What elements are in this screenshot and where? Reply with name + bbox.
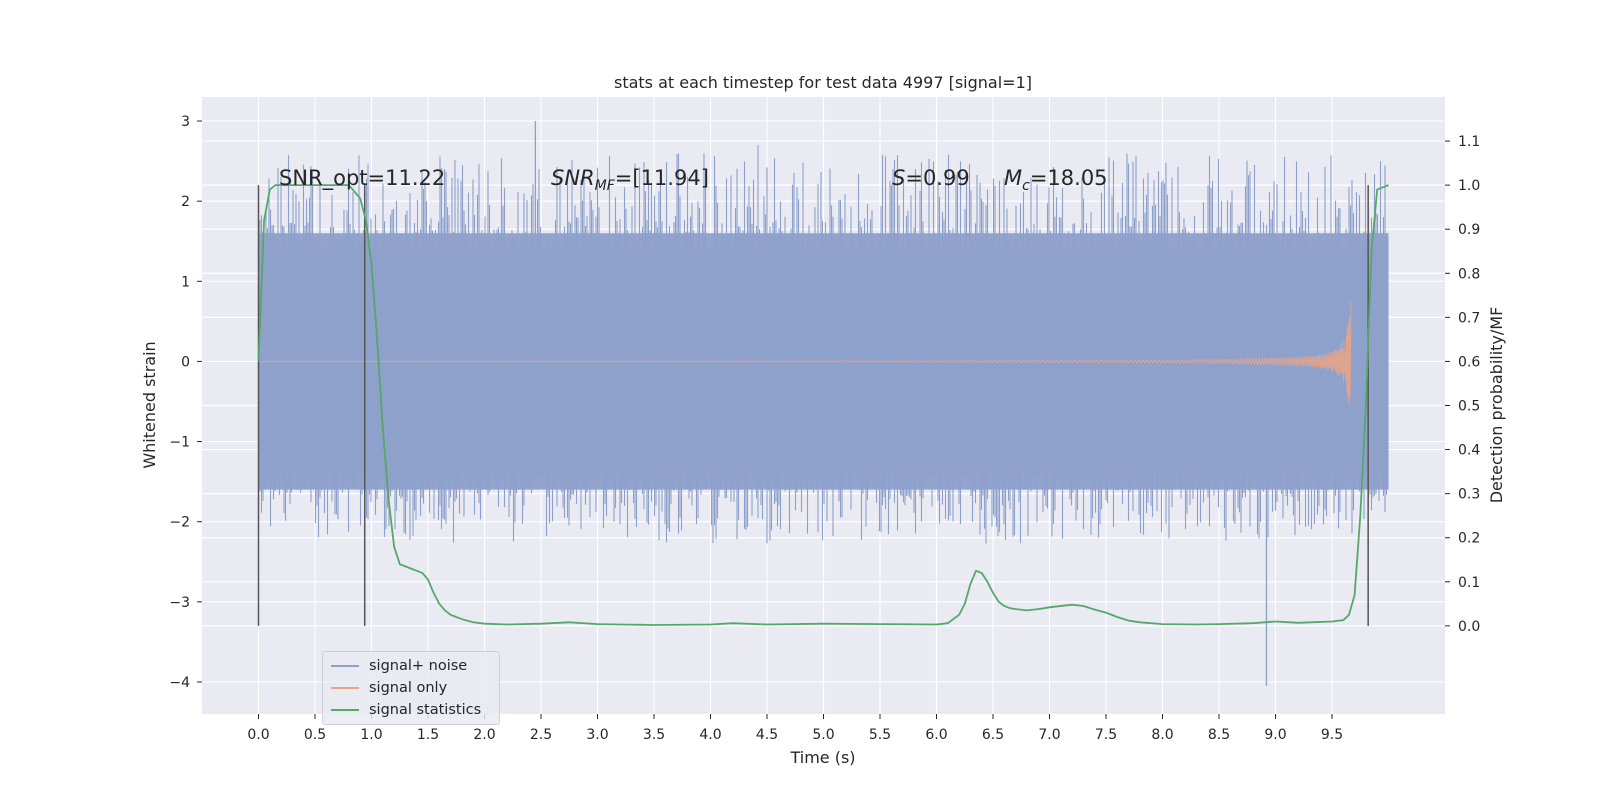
x-tick-label: 9.0 bbox=[1264, 727, 1286, 743]
x-tick-label: 3.5 bbox=[643, 727, 665, 743]
y-left-tick-label: −1 bbox=[169, 435, 190, 451]
legend-label-signal-statistics: signal statistics bbox=[369, 702, 482, 718]
legend-label-signal-noise: signal+ noise bbox=[369, 658, 468, 674]
x-tick-label: 2.0 bbox=[473, 727, 495, 743]
annotation-snr-mf: SNRMF=[11.94] bbox=[551, 166, 709, 194]
y-left-tick-label: 3 bbox=[181, 114, 190, 130]
y-right-tick-label: 0.1 bbox=[1458, 575, 1480, 591]
x-tick-label: 7.0 bbox=[1038, 727, 1060, 743]
mc-rest: =18.05 bbox=[1030, 166, 1108, 190]
legend-item-signal-noise: signal+ noise bbox=[331, 656, 467, 676]
y-right-axis-label: Detection probability/MF bbox=[1487, 307, 1506, 504]
x-tick-label: 4.5 bbox=[756, 727, 778, 743]
snr-mf-sub: MF bbox=[595, 178, 616, 194]
x-tick-label: 2.5 bbox=[530, 727, 552, 743]
x-tick-label: 7.5 bbox=[1095, 727, 1117, 743]
x-tick-label: 1.0 bbox=[360, 727, 382, 743]
snr-mf-rest: =[11.94] bbox=[615, 166, 709, 190]
legend-item-signal-only: signal only bbox=[331, 678, 447, 698]
snr-mf-main: SNR bbox=[551, 166, 595, 190]
s-rest: =0.99 bbox=[905, 166, 969, 190]
y-right-tick-label: 0.2 bbox=[1458, 531, 1480, 547]
y-right-tick-label: 0.6 bbox=[1458, 354, 1480, 370]
x-tick-label: 3.0 bbox=[586, 727, 608, 743]
y-right-tick-label: 0.8 bbox=[1458, 266, 1480, 282]
y-left-axis-label: Whitened strain bbox=[140, 341, 159, 468]
x-tick-label: 4.0 bbox=[699, 727, 721, 743]
signal-chirp bbox=[258, 301, 1352, 406]
y-right-axis-ticks: 1.1 1.0 0.9 0.8 0.7 0.6 0.5 0.4 0.3 0.2 0.1 0.0 bbox=[1445, 134, 1480, 635]
annotation-snr-opt: SNR_opt=11.22 bbox=[279, 166, 445, 191]
annotation-mc: Mc=18.05 bbox=[1004, 166, 1108, 194]
y-left-tick-label: 0 bbox=[181, 354, 190, 370]
vertical-markers bbox=[257, 185, 1369, 626]
mc-main: M bbox=[1004, 166, 1022, 190]
x-axis-label: Time (s) bbox=[789, 748, 855, 767]
x-tick-label: 9.5 bbox=[1321, 727, 1343, 743]
legend-swatch-signal-only bbox=[331, 687, 359, 689]
x-tick-label: 0.5 bbox=[304, 727, 326, 743]
x-tick-label: 5.5 bbox=[869, 727, 891, 743]
signal-statistics-line bbox=[257, 184, 1389, 626]
y-right-tick-label: 0.0 bbox=[1458, 619, 1480, 635]
signal-only-series bbox=[258, 301, 1352, 406]
x-tick-label: 0.0 bbox=[247, 727, 269, 743]
noise-extreme-spikes bbox=[534, 121, 1268, 686]
x-axis-ticks: 0.0 0.5 1.0 1.5 2.0 2.5 3.0 3.5 4.0 4.5 5.0 5.5 6.0 6… bbox=[247, 714, 1343, 743]
y-right-tick-label: 1.1 bbox=[1458, 134, 1480, 150]
y-left-axis-ticks: 3 2 1 0 −1 −2 −3 −4 bbox=[169, 114, 202, 691]
y-right-tick-label: 0.7 bbox=[1458, 310, 1480, 326]
legend: signal+ noise signal only signal statist… bbox=[322, 651, 500, 725]
x-tick-label: 6.5 bbox=[982, 727, 1004, 743]
s-main: S bbox=[892, 166, 905, 190]
y-left-tick-label: 2 bbox=[181, 194, 190, 210]
x-tick-label: 8.5 bbox=[1208, 727, 1230, 743]
y-right-tick-label: 0.3 bbox=[1458, 487, 1480, 503]
x-tick-label: 5.0 bbox=[812, 727, 834, 743]
y-left-tick-label: −2 bbox=[169, 515, 190, 531]
x-tick-label: 8.0 bbox=[1151, 727, 1173, 743]
annotation-s: S=0.99 bbox=[892, 166, 970, 190]
y-right-tick-label: 1.0 bbox=[1458, 178, 1480, 194]
y-right-tick-label: 0.4 bbox=[1458, 443, 1480, 459]
legend-swatch-signal-statistics bbox=[331, 709, 359, 711]
y-left-tick-label: −3 bbox=[169, 595, 190, 611]
y-left-tick-label: 1 bbox=[181, 274, 190, 290]
y-right-tick-label: 0.5 bbox=[1458, 399, 1480, 415]
x-tick-label: 1.5 bbox=[417, 727, 439, 743]
legend-swatch-signal-noise bbox=[331, 665, 359, 667]
legend-item-signal-statistics: signal statistics bbox=[331, 700, 481, 720]
legend-label-signal-only: signal only bbox=[369, 680, 448, 696]
y-right-tick-label: 0.9 bbox=[1458, 222, 1480, 238]
y-left-tick-label: −4 bbox=[169, 675, 190, 691]
mc-sub: c bbox=[1022, 178, 1030, 194]
x-tick-label: 6.0 bbox=[925, 727, 947, 743]
chart-title: stats at each timestep for test data 499… bbox=[614, 73, 1032, 92]
